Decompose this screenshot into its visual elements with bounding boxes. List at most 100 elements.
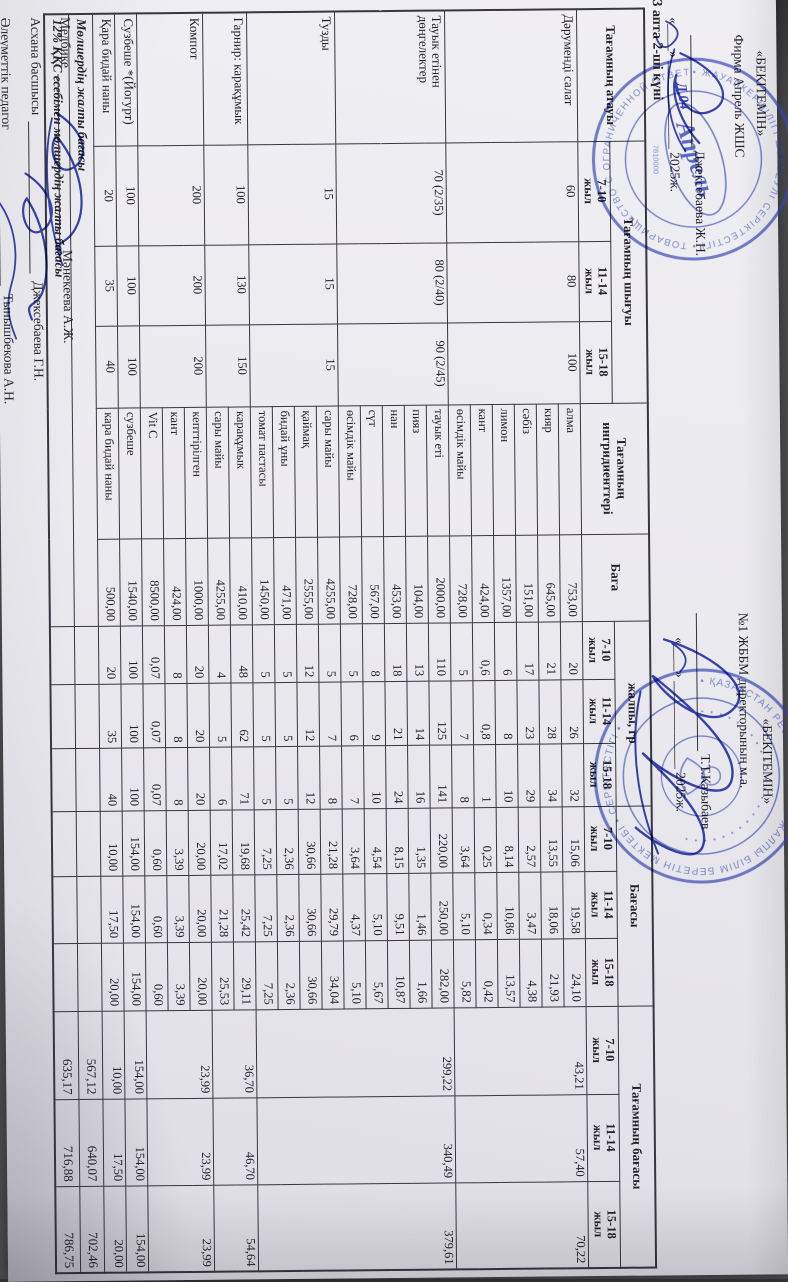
total-value-cell: 640,07 [79, 1098, 105, 1187]
cost-cell: 0,60 [145, 942, 169, 1011]
price-cell: 4255,00 [318, 536, 341, 624]
dish-cost-cell: 23,99 [146, 1009, 214, 1099]
empty-cell [50, 626, 76, 685]
weight-cell: 5 [252, 624, 276, 683]
ingredient-cell: кепттірілген [184, 406, 209, 538]
cost-cell: 5,67 [365, 940, 389, 1009]
price-cell: 567,00 [362, 536, 385, 624]
cost-cell: 30,66 [299, 940, 323, 1009]
cost-cell: 282,00 [431, 939, 455, 1008]
ingredient-cell: бидай ұны [272, 405, 297, 538]
svg-text:• ҚАЗАҚСТАН РЕСПУБЛИКАСЫ • ЖАЛ: • ҚАЗАҚСТАН РЕСПУБЛИКАСЫ • ЖАЛПЫ БІЛІМ Б… [600, 675, 788, 877]
dish-name-cell: Сузбеше *(Йогурт) [115, 13, 139, 146]
weight-cell: 17 [516, 621, 540, 680]
cost-cell: 8,15 [386, 807, 410, 874]
dish-cost-cell: 154,00 [125, 1098, 149, 1186]
weight-cell: 20 [186, 624, 210, 683]
col-header-dish-cost: Тағамның бағасы [618, 1005, 657, 1268]
portion-cell: 60 [446, 141, 580, 243]
empty-cell [51, 748, 77, 812]
weight-cell: 5 [276, 745, 299, 810]
weight-cell: 12 [298, 745, 321, 809]
price-cell: 4255,00 [208, 537, 231, 625]
price-cell: 151,00 [516, 534, 539, 622]
dish-name-cell: Қара бидай наны [93, 13, 117, 146]
weight-cell: 21 [538, 621, 562, 680]
menu-table: Тағамның атауы Тағамның шығуы Тағамның инг… [43, 7, 658, 1275]
weight-cell: 12 [296, 623, 320, 682]
cost-cell: 13,57 [497, 938, 521, 1008]
cost-cell: 5,10 [343, 940, 367, 1009]
weight-cell: 8 [495, 679, 519, 745]
weight-cell: 62 [231, 682, 255, 747]
dish-cost-cell: 70,22 [456, 1181, 590, 1270]
price-cell: 1540,00 [120, 538, 143, 626]
weight-cell: 5 [253, 682, 277, 747]
dish-cost-cell: 154,00 [126, 1185, 150, 1273]
weight-cell: 21 [385, 680, 409, 746]
cost-cell: 10,00 [100, 810, 124, 876]
ingredient-cell: нан [382, 404, 407, 537]
cost-cell: 3,64 [452, 807, 476, 873]
cost-cell: 2,36 [277, 873, 300, 942]
col-header-age: 11-14 жыл [587, 1093, 620, 1182]
col-header-ingredients: Тағамның ингридиенттері [580, 402, 650, 535]
portion-cell: 15 [248, 143, 338, 245]
signature-line [57, 73, 74, 243]
cost-cell: 0,42 [475, 939, 499, 1008]
weight-cell: 1 [474, 744, 497, 808]
signature-line [28, 121, 44, 274]
ingredient-cell: кара бидай наны [96, 407, 121, 539]
cost-cell: 29,79 [321, 873, 344, 941]
ingredient-cell: кант [470, 404, 495, 536]
price-cell: 471,00 [274, 536, 297, 625]
ingredient-cell: сузбеше [118, 407, 143, 539]
dish-cost-cell: 154,00 [124, 1010, 148, 1099]
dish-cost-cell: 46,70 [213, 1097, 259, 1185]
cost-cell: 1,35 [408, 807, 432, 873]
cost-cell: 20,00 [189, 941, 213, 1010]
weight-cell: 18 [384, 622, 408, 682]
dish-cost-cell: 57,40 [455, 1094, 589, 1183]
ingredient-cell: Vit C [140, 407, 165, 539]
stamp-center-text: Апрель [670, 116, 720, 200]
weight-cell: 110 [428, 622, 452, 681]
portion-cell: 100 [118, 325, 141, 408]
weight-cell: 5 [340, 623, 364, 682]
cost-cell: 3,39 [166, 810, 190, 876]
cost-cell: 21,93 [541, 938, 565, 1007]
cost-cell: 2,36 [276, 808, 300, 875]
empty-cell [52, 811, 78, 877]
cost-cell: 20,00 [188, 809, 212, 876]
price-cell: 2000,00 [428, 535, 451, 623]
cost-cell: 30,66 [299, 873, 322, 941]
firm-round-stamp-icon: • ЖАУАПКЕРШІЛІГІ ШЕКТЕУЛІ СЕРІКТЕСТІГІ •… [591, 48, 788, 261]
ingredient-cell: кияр [536, 403, 561, 535]
cost-cell: 0,25 [474, 807, 498, 873]
cost-cell: 154,00 [122, 810, 146, 876]
total-value-cell: 702,46 [80, 1185, 106, 1274]
weight-cell: 6 [341, 681, 365, 746]
cost-cell: 1,66 [409, 939, 433, 1008]
dish-cost-cell: 20,00 [104, 1185, 128, 1273]
weight-cell: 9 [363, 681, 387, 746]
dish-cost-cell: 17,50 [103, 1098, 127, 1186]
weight-cell: 8 [362, 623, 386, 682]
dish-name-cell: Гарнир: карақұмык [203, 12, 249, 145]
weight-cell: 32 [562, 743, 585, 807]
weight-cell: 0,07 [143, 683, 167, 748]
price-cell: 453,00 [384, 535, 407, 624]
weight-cell: 4 [208, 624, 232, 683]
weight-cell: 5 [450, 622, 474, 681]
weight-cell: 34 [540, 743, 563, 807]
price-cell: 645,00 [538, 534, 561, 622]
price-cell: 424,00 [164, 537, 187, 626]
cost-cell: 7,25 [255, 941, 279, 1010]
cost-cell: 29,11 [233, 941, 257, 1010]
dish-cost-cell: 36,70 [212, 1009, 258, 1098]
signer-name: Мәнекеева А.Ж. [60, 249, 77, 344]
portion-cell: 15 [249, 243, 338, 325]
weight-cell: 20 [188, 746, 211, 811]
signer-role: Әлеуметтік педагог [0, 17, 15, 130]
